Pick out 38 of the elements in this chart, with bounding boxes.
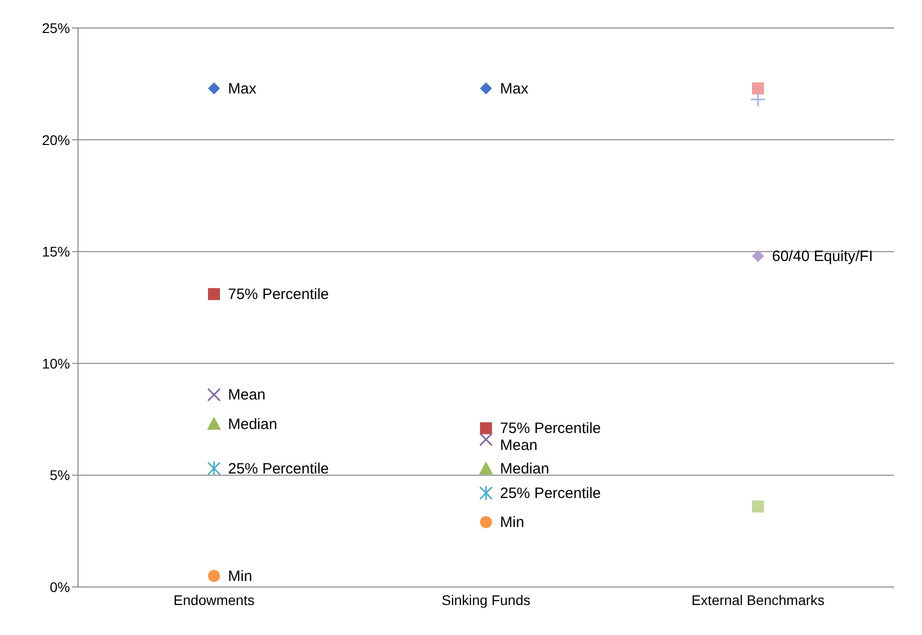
point xyxy=(207,416,221,430)
point xyxy=(479,461,493,474)
point xyxy=(752,82,764,94)
point xyxy=(480,516,492,528)
point xyxy=(479,432,493,446)
series-label: Min xyxy=(228,568,252,585)
x-tick-label: Endowments xyxy=(174,592,254,608)
text: Max xyxy=(500,80,528,98)
point xyxy=(208,82,220,94)
x-tick-label: Sinking Funds xyxy=(442,592,530,608)
text: Median xyxy=(500,460,550,478)
text: Min xyxy=(500,514,524,532)
point xyxy=(750,92,766,108)
x-tick-label: External Benchmarks xyxy=(691,592,825,608)
point xyxy=(479,485,493,501)
series-label: Median xyxy=(228,416,278,433)
series-label: 25% Percentile xyxy=(228,460,329,478)
y-tick-label: 15% xyxy=(42,244,70,260)
y-tick-label: 20% xyxy=(42,132,70,148)
point xyxy=(208,288,220,300)
y-tick-label: 10% xyxy=(42,355,70,372)
y-tick-label: 5% xyxy=(50,467,70,484)
text: 75% Percentile xyxy=(500,420,601,438)
point xyxy=(207,388,221,402)
point xyxy=(480,82,492,94)
y-tick-label: 0% xyxy=(50,578,70,595)
point xyxy=(480,422,492,434)
series-label: 75% Percentile xyxy=(228,286,329,304)
series-label: Max xyxy=(228,80,257,98)
y-tick-label: 25% xyxy=(42,20,70,36)
series-label: Mean xyxy=(228,386,266,404)
point xyxy=(207,460,221,476)
point xyxy=(752,250,764,262)
series-label: 60/40 Equity/FI xyxy=(772,248,873,266)
text: 25% Percentile xyxy=(500,485,601,502)
point xyxy=(208,570,220,582)
text: Mean xyxy=(500,437,538,454)
point xyxy=(752,500,764,513)
